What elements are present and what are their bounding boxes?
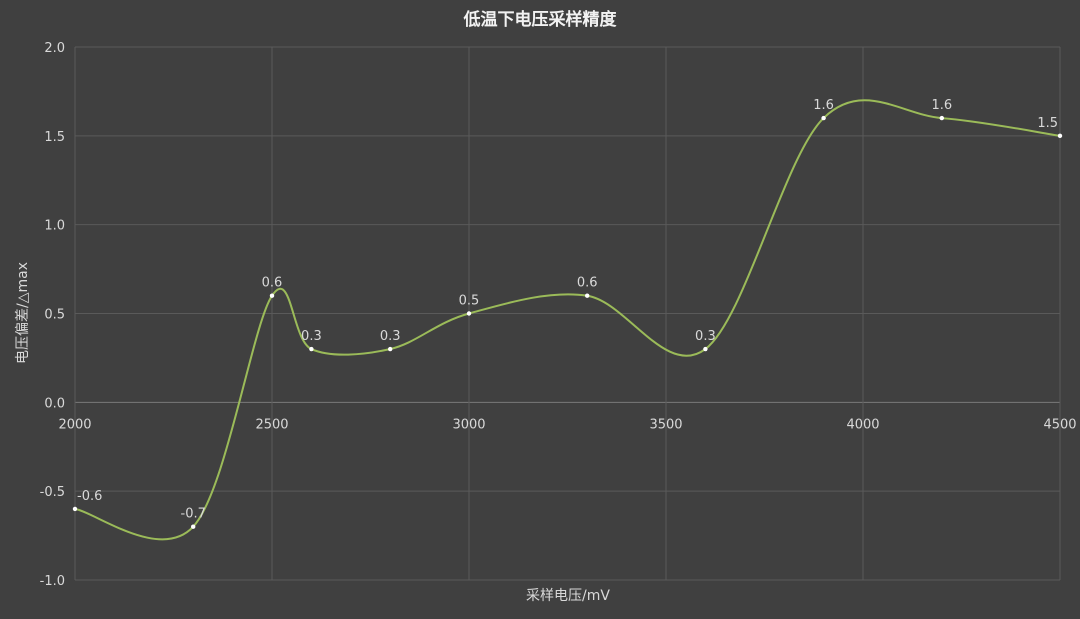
x-tick-label: 2000	[58, 417, 91, 432]
x-tick-label: 2500	[255, 417, 288, 432]
y-tick-label: 2.0	[44, 41, 65, 56]
data-point	[821, 115, 826, 121]
x-tick-label: 3000	[452, 417, 485, 432]
data-point	[309, 346, 314, 352]
series-layer	[72, 99, 1063, 541]
data-label: 0.6	[577, 276, 598, 291]
data-label: 0.3	[380, 329, 401, 344]
x-tick-label: 4500	[1043, 417, 1076, 432]
data-label: -0.7	[181, 507, 206, 522]
data-label: 0.5	[459, 294, 480, 309]
data-label: 1.6	[931, 98, 952, 113]
data-point	[388, 346, 393, 352]
data-point	[269, 293, 275, 298]
data-point	[585, 293, 590, 298]
data-point	[191, 524, 196, 529]
data-label: 0.3	[301, 329, 322, 344]
y-tick-labels: -1.0 -0.5 0.0 0.5 1.0 1.5 2.0	[40, 41, 65, 589]
y-tick-label: -1.0	[40, 574, 65, 589]
data-label: 1.6	[813, 98, 834, 113]
data-point	[1057, 133, 1063, 139]
y-axis-title: 电压偏差/△max	[15, 262, 31, 364]
data-label: -0.6	[77, 489, 102, 504]
data-point	[939, 115, 944, 121]
x-tick-label: 3500	[649, 417, 682, 432]
chart-title: 低温下电压采样精度	[463, 9, 618, 30]
data-point	[466, 311, 472, 316]
data-label: 0.3	[695, 329, 716, 344]
x-tick-labels: 2000 2500 3000 3500 4000 4500	[58, 417, 1076, 432]
data-point	[703, 346, 708, 352]
x-tick-label: 4000	[846, 417, 879, 432]
x-axis-title: 采样电压/mV	[526, 588, 610, 604]
gridlines	[74, 46, 1061, 581]
y-tick-label: 1.0	[44, 219, 65, 234]
y-tick-label: -0.5	[40, 485, 65, 500]
y-tick-label: 0.0	[44, 396, 65, 411]
data-label: 1.5	[1037, 116, 1058, 131]
data-point	[72, 506, 78, 512]
data-label: 0.6	[262, 276, 283, 291]
y-tick-label: 1.5	[44, 130, 65, 145]
y-tick-label: 0.5	[44, 308, 65, 323]
data-labels: -0.6 -0.7 0.6 0.3 0.3 0.5 0.6 0.3 1.6 1.6 1.5	[77, 98, 1058, 522]
series-line	[74, 99, 1061, 541]
